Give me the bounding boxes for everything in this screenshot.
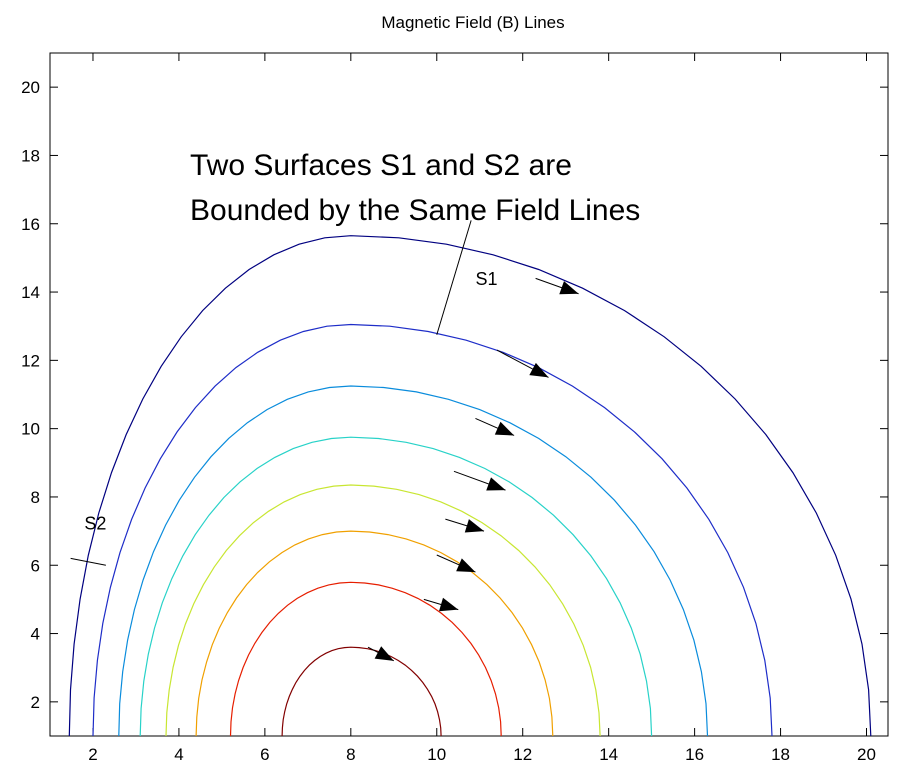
y-tick-label: 4 <box>31 625 40 644</box>
field-line <box>281 646 442 737</box>
arrow-head <box>374 646 394 661</box>
surface-line <box>70 557 106 566</box>
y-tick-label: 8 <box>31 488 40 507</box>
field-line <box>139 436 653 737</box>
x-tick-label: 2 <box>88 745 97 764</box>
direction-arrows <box>367 277 579 662</box>
arrow-head <box>529 362 549 378</box>
x-tick-label: 18 <box>771 745 790 764</box>
field-line <box>68 235 872 737</box>
plot-frame <box>49 52 889 737</box>
field-line <box>195 530 554 737</box>
field-line <box>92 323 773 737</box>
x-tick-label: 10 <box>427 745 446 764</box>
arrow-head <box>486 477 506 491</box>
annotation-line-2: Bounded by the Same Field Lines <box>190 194 640 227</box>
field-line <box>118 385 709 737</box>
x-tick-label: 8 <box>346 745 355 764</box>
x-tick-label: 12 <box>513 745 532 764</box>
x-tick-label: 6 <box>260 745 269 764</box>
y-tick-label: 12 <box>21 351 40 370</box>
arrow-head <box>494 421 515 436</box>
arrow-head <box>456 558 476 573</box>
arrow-head <box>559 281 579 295</box>
y-tick-label: 6 <box>31 556 40 575</box>
x-tick-label: 20 <box>857 745 876 764</box>
y-tick-label: 20 <box>21 78 40 97</box>
surface-line <box>436 220 472 335</box>
x-tick-label: 4 <box>174 745 183 764</box>
y-tick-label: 16 <box>21 215 40 234</box>
field-line <box>229 581 502 737</box>
annotation-line-1: Two Surfaces S1 and S2 are <box>190 149 572 182</box>
y-tick-label: 14 <box>21 283 40 302</box>
x-tick-label: 16 <box>685 745 704 764</box>
arrow-head <box>439 597 459 612</box>
y-tick-label: 2 <box>31 693 40 712</box>
axis-ticks: 2 4 6 8 10 12 14 16 18 20 2 4 6 8 10 12 14 16 18 20 <box>21 53 888 764</box>
surfaces: S1 S2 <box>70 220 497 566</box>
surface-label: S2 <box>84 513 106 533</box>
annotation-text: Two Surfaces S1 and S2 are Bounded by th… <box>190 149 640 227</box>
arrow-head <box>464 519 485 533</box>
chart-title: Magnetic Field (B) Lines <box>381 13 564 32</box>
field-line <box>165 484 601 737</box>
y-tick-label: 18 <box>21 146 40 165</box>
field-lines <box>68 235 872 737</box>
y-tick-label: 10 <box>21 420 40 439</box>
surface-label: S1 <box>475 269 497 289</box>
x-tick-label: 14 <box>599 745 618 764</box>
